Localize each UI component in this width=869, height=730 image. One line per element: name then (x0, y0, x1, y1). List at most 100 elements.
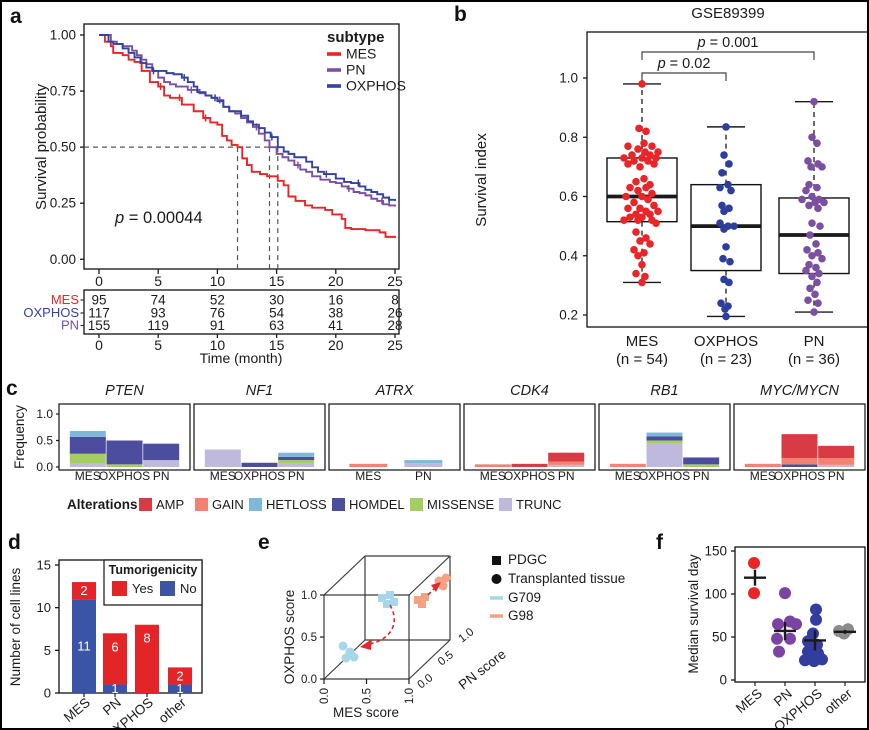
svg-text:OXPHOS: OXPHOS (774, 469, 825, 483)
svg-text:MES: MES (615, 469, 641, 483)
svg-text:5: 5 (154, 273, 162, 289)
svg-text:1: 1 (176, 681, 183, 696)
svg-text:6: 6 (111, 639, 118, 654)
svg-text:PN: PN (415, 469, 432, 483)
svg-text:No: No (180, 581, 197, 596)
svg-text:0.5: 0.5 (301, 632, 317, 644)
svg-text:Yes: Yes (132, 581, 154, 596)
svg-text:1.0: 1.0 (301, 590, 317, 602)
svg-text:0: 0 (95, 273, 103, 289)
svg-text:OXPHOS: OXPHOS (99, 469, 150, 483)
svg-text:Tumorigenicity: Tumorigenicity (109, 563, 198, 577)
svg-text:50: 50 (712, 630, 727, 645)
svg-text:0.5: 0.5 (436, 649, 456, 668)
svg-text:1.0: 1.0 (559, 71, 578, 86)
panel-b-boxplot-chart: GSE89399 0.2 0.4 0.6 0.8 1.0 Survival index MES… (473, 5, 867, 368)
svg-text:ATRX: ATRX (375, 383, 415, 399)
svg-text:PN: PN (100, 695, 124, 719)
svg-text:0.25: 0.25 (50, 196, 76, 211)
svg-text:Median survival day: Median survival day (686, 554, 701, 674)
svg-text:0: 0 (95, 337, 103, 353)
svg-text:PN: PN (346, 62, 365, 78)
km-curve-PN (99, 34, 396, 207)
box-group-OXPHOS (690, 123, 762, 321)
cluster-G98 (414, 573, 451, 608)
svg-text:0.5: 0.5 (362, 688, 374, 704)
svg-text:Frequency: Frequency (12, 405, 27, 469)
svg-text:(n = 54): (n = 54) (616, 351, 668, 368)
svg-text:5: 5 (154, 337, 162, 353)
svg-text:1.0: 1.0 (36, 407, 53, 421)
svg-text:0.0: 0.0 (36, 460, 53, 474)
svg-text:117: 117 (88, 306, 110, 321)
svg-text:NF1: NF1 (246, 383, 273, 399)
panel-a-letter: a (10, 5, 22, 28)
svg-text:63: 63 (269, 318, 284, 333)
svg-text:8: 8 (143, 631, 150, 646)
svg-text:MES: MES (750, 469, 776, 483)
svg-text:CDK4: CDK4 (510, 383, 549, 399)
svg-text:38: 38 (328, 306, 343, 321)
svg-text:OXPHOS: OXPHOS (234, 469, 285, 483)
svg-text:150: 150 (704, 544, 727, 559)
km-curve-OXPHOS (99, 34, 396, 201)
svg-text:11: 11 (77, 639, 91, 654)
dot-group-other (833, 623, 856, 640)
svg-text:0.0: 0.0 (319, 688, 331, 704)
svg-text:Time (month): Time (month) (200, 350, 283, 366)
svg-text:PN: PN (153, 469, 170, 483)
svg-text:0.5: 0.5 (36, 434, 53, 448)
panel-c-letter: c (6, 377, 18, 400)
cluster-G709 (338, 591, 398, 663)
svg-text:0.8: 0.8 (559, 130, 578, 145)
svg-text:41: 41 (328, 318, 343, 333)
svg-text:HOMDEL: HOMDEL (349, 497, 405, 512)
svg-text:155: 155 (88, 318, 111, 333)
svg-text:15: 15 (269, 337, 285, 353)
svg-text:0.6: 0.6 (559, 189, 578, 204)
svg-text:MES score: MES score (333, 705, 399, 720)
svg-text:p = 0.00044: p = 0.00044 (114, 209, 203, 227)
svg-text:MES: MES (355, 469, 381, 483)
panel-f-letter: f (656, 531, 663, 554)
dot-group-PN (771, 587, 802, 658)
svg-text:MES: MES (51, 292, 80, 307)
svg-text:(n = 36): (n = 36) (788, 351, 840, 368)
box-group-MES (606, 80, 678, 287)
svg-text:Number of cell lines: Number of cell lines (8, 567, 23, 686)
svg-text:2: 2 (80, 583, 87, 598)
svg-text:0.0: 0.0 (301, 674, 317, 686)
svg-text:15: 15 (37, 558, 51, 573)
dot-group-OXPHOS (799, 603, 828, 668)
svg-text:2: 2 (176, 668, 183, 683)
svg-text:0: 0 (719, 673, 727, 688)
svg-text:PDGC: PDGC (508, 552, 547, 567)
svg-text:PN: PN (61, 318, 79, 333)
svg-text:(n = 23): (n = 23) (700, 351, 752, 368)
box-jitter-plot: GSE89399 0.2 0.4 0.6 0.8 1.0 Survival index MES… (473, 5, 867, 368)
svg-text:10: 10 (210, 273, 226, 289)
svg-text:0.2: 0.2 (559, 308, 578, 323)
svg-text:26: 26 (387, 306, 402, 321)
svg-text:91: 91 (210, 318, 225, 333)
panel-a-kaplan-meier-chart: 0.00 0.25 0.50 0.75 1.00 0 5 10 15 20 25 Survival p… (23, 23, 406, 366)
svg-text:MES: MES (210, 469, 236, 483)
svg-text:20: 20 (328, 337, 344, 353)
panel-d-letter: d (8, 531, 21, 554)
dot-group-MES (744, 557, 766, 600)
panel-b-letter: b (454, 3, 467, 26)
svg-text:0.50: 0.50 (50, 140, 76, 155)
km-curve-MES (99, 34, 396, 238)
svg-text:OXPHOS: OXPHOS (639, 469, 690, 483)
svg-text:RB1: RB1 (650, 383, 678, 399)
